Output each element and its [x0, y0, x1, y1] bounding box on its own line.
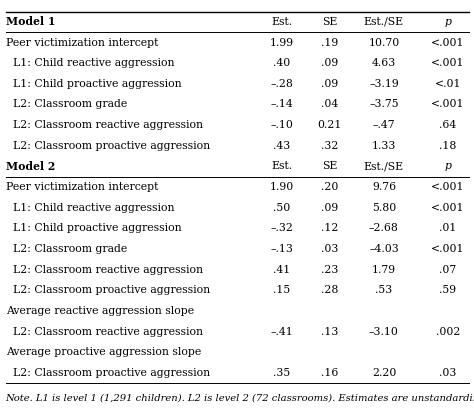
Text: .07: .07: [439, 265, 456, 275]
Text: Peer victimization intercept: Peer victimization intercept: [6, 182, 158, 192]
Text: –3.75: –3.75: [369, 99, 399, 110]
Text: Est./SE: Est./SE: [364, 17, 404, 27]
Text: .20: .20: [321, 182, 338, 192]
Text: p: p: [445, 17, 451, 27]
Text: .04: .04: [321, 99, 338, 110]
Text: L2: Classroom proactive aggression: L2: Classroom proactive aggression: [6, 368, 210, 378]
Text: .09: .09: [321, 203, 338, 213]
Text: <.001: <.001: [431, 182, 465, 192]
Text: Model 2: Model 2: [6, 161, 55, 172]
Text: L2: Classroom reactive aggression: L2: Classroom reactive aggression: [6, 327, 203, 337]
Text: L1: Child reactive aggression: L1: Child reactive aggression: [6, 203, 174, 213]
Text: 0.21: 0.21: [317, 120, 342, 130]
Text: .41: .41: [273, 265, 291, 275]
Text: –.14: –.14: [271, 99, 293, 110]
Text: .09: .09: [321, 58, 338, 68]
Text: .15: .15: [273, 285, 291, 295]
Text: –.47: –.47: [373, 120, 395, 130]
Text: L2: Classroom reactive aggression: L2: Classroom reactive aggression: [6, 265, 203, 275]
Text: –4.03: –4.03: [369, 244, 399, 254]
Text: <.01: <.01: [435, 79, 461, 89]
Text: 2.20: 2.20: [372, 368, 396, 378]
Text: .002: .002: [436, 327, 460, 337]
Text: .19: .19: [321, 37, 338, 47]
Text: L1: Child reactive aggression: L1: Child reactive aggression: [6, 58, 174, 68]
Text: .35: .35: [273, 368, 291, 378]
Text: –.28: –.28: [271, 79, 293, 89]
Text: Est.: Est.: [272, 162, 292, 171]
Text: 1.90: 1.90: [270, 182, 294, 192]
Text: .28: .28: [321, 285, 338, 295]
Text: Note. L1 is level 1 (1,291 children). L2 is level 2 (72 classrooms). Estimates a: Note. L1 is level 1 (1,291 children). L2…: [6, 394, 474, 403]
Text: .23: .23: [321, 265, 338, 275]
Text: <.001: <.001: [431, 99, 465, 110]
Text: .59: .59: [439, 285, 456, 295]
Text: .16: .16: [321, 368, 338, 378]
Text: <.001: <.001: [431, 58, 465, 68]
Text: .18: .18: [439, 141, 456, 151]
Text: Est./SE: Est./SE: [364, 162, 404, 171]
Text: –3.10: –3.10: [369, 327, 399, 337]
Text: L2: Classroom proactive aggression: L2: Classroom proactive aggression: [6, 285, 210, 295]
Text: .09: .09: [321, 79, 338, 89]
Text: L1: Child proactive aggression: L1: Child proactive aggression: [6, 79, 182, 89]
Text: –.32: –.32: [271, 223, 293, 233]
Text: p: p: [445, 162, 451, 171]
Text: .01: .01: [439, 223, 456, 233]
Text: L2: Classroom reactive aggression: L2: Classroom reactive aggression: [6, 120, 203, 130]
Text: SE: SE: [322, 17, 337, 27]
Text: .43: .43: [273, 141, 291, 151]
Text: –.10: –.10: [271, 120, 293, 130]
Text: 1.33: 1.33: [372, 141, 396, 151]
Text: .13: .13: [321, 327, 338, 337]
Text: <.001: <.001: [431, 244, 465, 254]
Text: 1.79: 1.79: [372, 265, 396, 275]
Text: Est.: Est.: [272, 17, 292, 27]
Text: –2.68: –2.68: [369, 223, 399, 233]
Text: Average reactive aggression slope: Average reactive aggression slope: [6, 306, 194, 316]
Text: .64: .64: [439, 120, 456, 130]
Text: –.41: –.41: [271, 327, 293, 337]
Text: 5.80: 5.80: [372, 203, 396, 213]
Text: L2: Classroom grade: L2: Classroom grade: [6, 244, 127, 254]
Text: .12: .12: [321, 223, 338, 233]
Text: 4.63: 4.63: [372, 58, 396, 68]
Text: .03: .03: [439, 368, 456, 378]
Text: 9.76: 9.76: [372, 182, 396, 192]
Text: –.13: –.13: [271, 244, 293, 254]
Text: .03: .03: [321, 244, 338, 254]
Text: <.001: <.001: [431, 203, 465, 213]
Text: L1: Child proactive aggression: L1: Child proactive aggression: [6, 223, 182, 233]
Text: 1.99: 1.99: [270, 37, 294, 47]
Text: Peer victimization intercept: Peer victimization intercept: [6, 37, 158, 47]
Text: L2: Classroom grade: L2: Classroom grade: [6, 99, 127, 110]
Text: .32: .32: [321, 141, 338, 151]
Text: SE: SE: [322, 162, 337, 171]
Text: .50: .50: [273, 203, 291, 213]
Text: –3.19: –3.19: [369, 79, 399, 89]
Text: Model 1: Model 1: [6, 16, 55, 27]
Text: 10.70: 10.70: [368, 37, 400, 47]
Text: .53: .53: [375, 285, 392, 295]
Text: L2: Classroom proactive aggression: L2: Classroom proactive aggression: [6, 141, 210, 151]
Text: Average proactive aggression slope: Average proactive aggression slope: [6, 347, 201, 357]
Text: .40: .40: [273, 58, 291, 68]
Text: <.001: <.001: [431, 37, 465, 47]
